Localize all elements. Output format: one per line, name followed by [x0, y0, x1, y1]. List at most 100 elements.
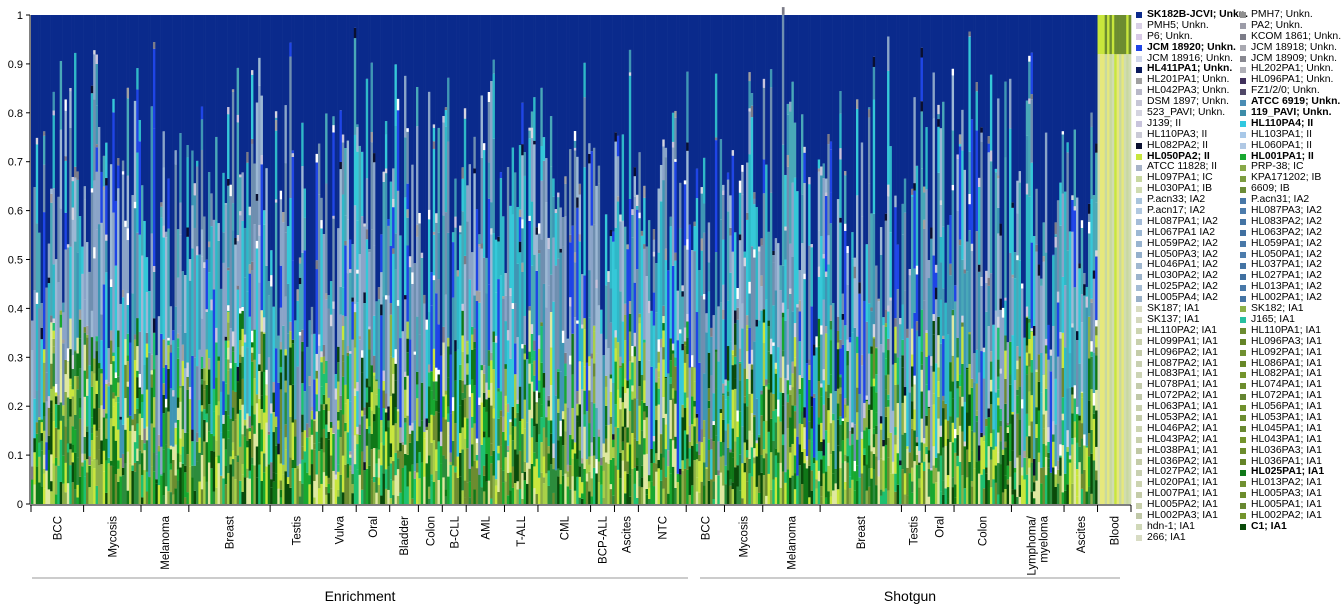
- bar: [834, 15, 838, 504]
- bar-segment: [35, 137, 39, 145]
- bar-segment: [922, 192, 926, 220]
- bar: [69, 15, 72, 504]
- bar-segment: [903, 387, 907, 396]
- bar-segment: [839, 424, 842, 452]
- bar-segment: [59, 129, 63, 209]
- bar-segment: [504, 404, 508, 441]
- bar-segment: [839, 468, 842, 504]
- bar-segment: [1037, 264, 1041, 276]
- bar-segment: [772, 262, 775, 306]
- bar-segment: [105, 234, 108, 241]
- bar-segment: [71, 444, 75, 453]
- bar-segment: [738, 348, 742, 362]
- bar-segment: [375, 394, 379, 406]
- bar-segment: [707, 222, 711, 263]
- bar-segment: [387, 489, 390, 504]
- bar-segment: [52, 386, 56, 422]
- bar-segment: [76, 337, 80, 354]
- bar-segment: [695, 198, 699, 313]
- bar-segment: [750, 117, 754, 247]
- bar-segment: [533, 15, 536, 98]
- bar-segment: [638, 15, 642, 153]
- bar: [1076, 15, 1079, 504]
- bar-segment: [643, 248, 646, 340]
- bar-segment: [722, 455, 725, 486]
- bar-segment: [944, 488, 948, 504]
- bar-segment: [105, 240, 108, 273]
- bar-segment: [42, 430, 46, 455]
- bar-segment: [937, 104, 940, 115]
- bar-segment: [683, 15, 687, 181]
- bar-segment: [743, 251, 747, 258]
- bar: [349, 15, 352, 504]
- bar-segment: [205, 15, 209, 260]
- bar-segment: [270, 487, 273, 504]
- bar-segment: [325, 299, 328, 361]
- bar-segment: [836, 445, 840, 490]
- bar-segment: [315, 153, 319, 163]
- bar-segment: [975, 461, 979, 504]
- bar-segment: [810, 470, 814, 491]
- bar-segment: [559, 420, 563, 437]
- bar-segment: [652, 251, 656, 257]
- bar-segment: [808, 439, 811, 466]
- bar-segment: [188, 15, 192, 260]
- bar-segment: [887, 374, 890, 395]
- bar-segment: [471, 416, 474, 428]
- bar-segment: [344, 422, 347, 432]
- bar-segment: [432, 127, 436, 142]
- bar-segment: [812, 344, 816, 356]
- bar-segment: [117, 396, 120, 403]
- bar-segment: [349, 465, 352, 471]
- bar-segment: [267, 357, 271, 432]
- bar: [669, 15, 673, 504]
- bar-segment: [186, 236, 190, 363]
- bar-segment: [829, 192, 833, 224]
- bar-segment: [564, 216, 567, 353]
- bar-segment: [164, 444, 168, 487]
- bar-segment: [954, 497, 957, 504]
- bar-segment: [200, 256, 204, 319]
- bar: [449, 15, 453, 504]
- bar-segment: [471, 349, 474, 380]
- bar-segment: [817, 171, 821, 231]
- bar-segment: [1037, 452, 1041, 463]
- bar-segment: [205, 259, 209, 310]
- bar-segment: [392, 168, 395, 199]
- bar-segment: [810, 306, 814, 397]
- bar-segment: [636, 440, 639, 458]
- bar-segment: [636, 194, 639, 206]
- bar-segment: [210, 433, 214, 451]
- bar: [509, 15, 512, 504]
- bar-segment: [523, 480, 527, 504]
- bar-segment: [337, 464, 340, 472]
- bar-segment: [425, 426, 429, 431]
- bar-segment: [1078, 446, 1082, 463]
- bar-segment: [657, 468, 661, 504]
- bar-segment: [471, 15, 474, 253]
- bar-segment: [702, 299, 706, 374]
- bar-segment: [246, 440, 249, 448]
- bar-segment: [200, 384, 204, 406]
- bar-segment: [262, 453, 266, 473]
- bar-segment: [64, 359, 68, 375]
- bar-segment: [375, 381, 379, 395]
- bar-segment: [205, 442, 209, 482]
- bar-segment: [138, 387, 142, 390]
- bar-segment: [368, 329, 371, 350]
- bar-segment: [50, 400, 53, 413]
- bar-segment: [31, 15, 34, 321]
- bar-segment: [289, 417, 292, 458]
- bar-segment: [334, 399, 338, 475]
- bar-segment: [975, 91, 979, 131]
- bar-segment: [958, 245, 962, 375]
- bar-segment: [200, 405, 204, 412]
- bar: [791, 15, 795, 504]
- bar-segment: [942, 400, 945, 409]
- bar-segment: [987, 446, 991, 481]
- bar-segment: [1073, 462, 1077, 504]
- bar-segment: [956, 388, 960, 418]
- bar-segment: [368, 249, 371, 253]
- bar: [872, 15, 876, 504]
